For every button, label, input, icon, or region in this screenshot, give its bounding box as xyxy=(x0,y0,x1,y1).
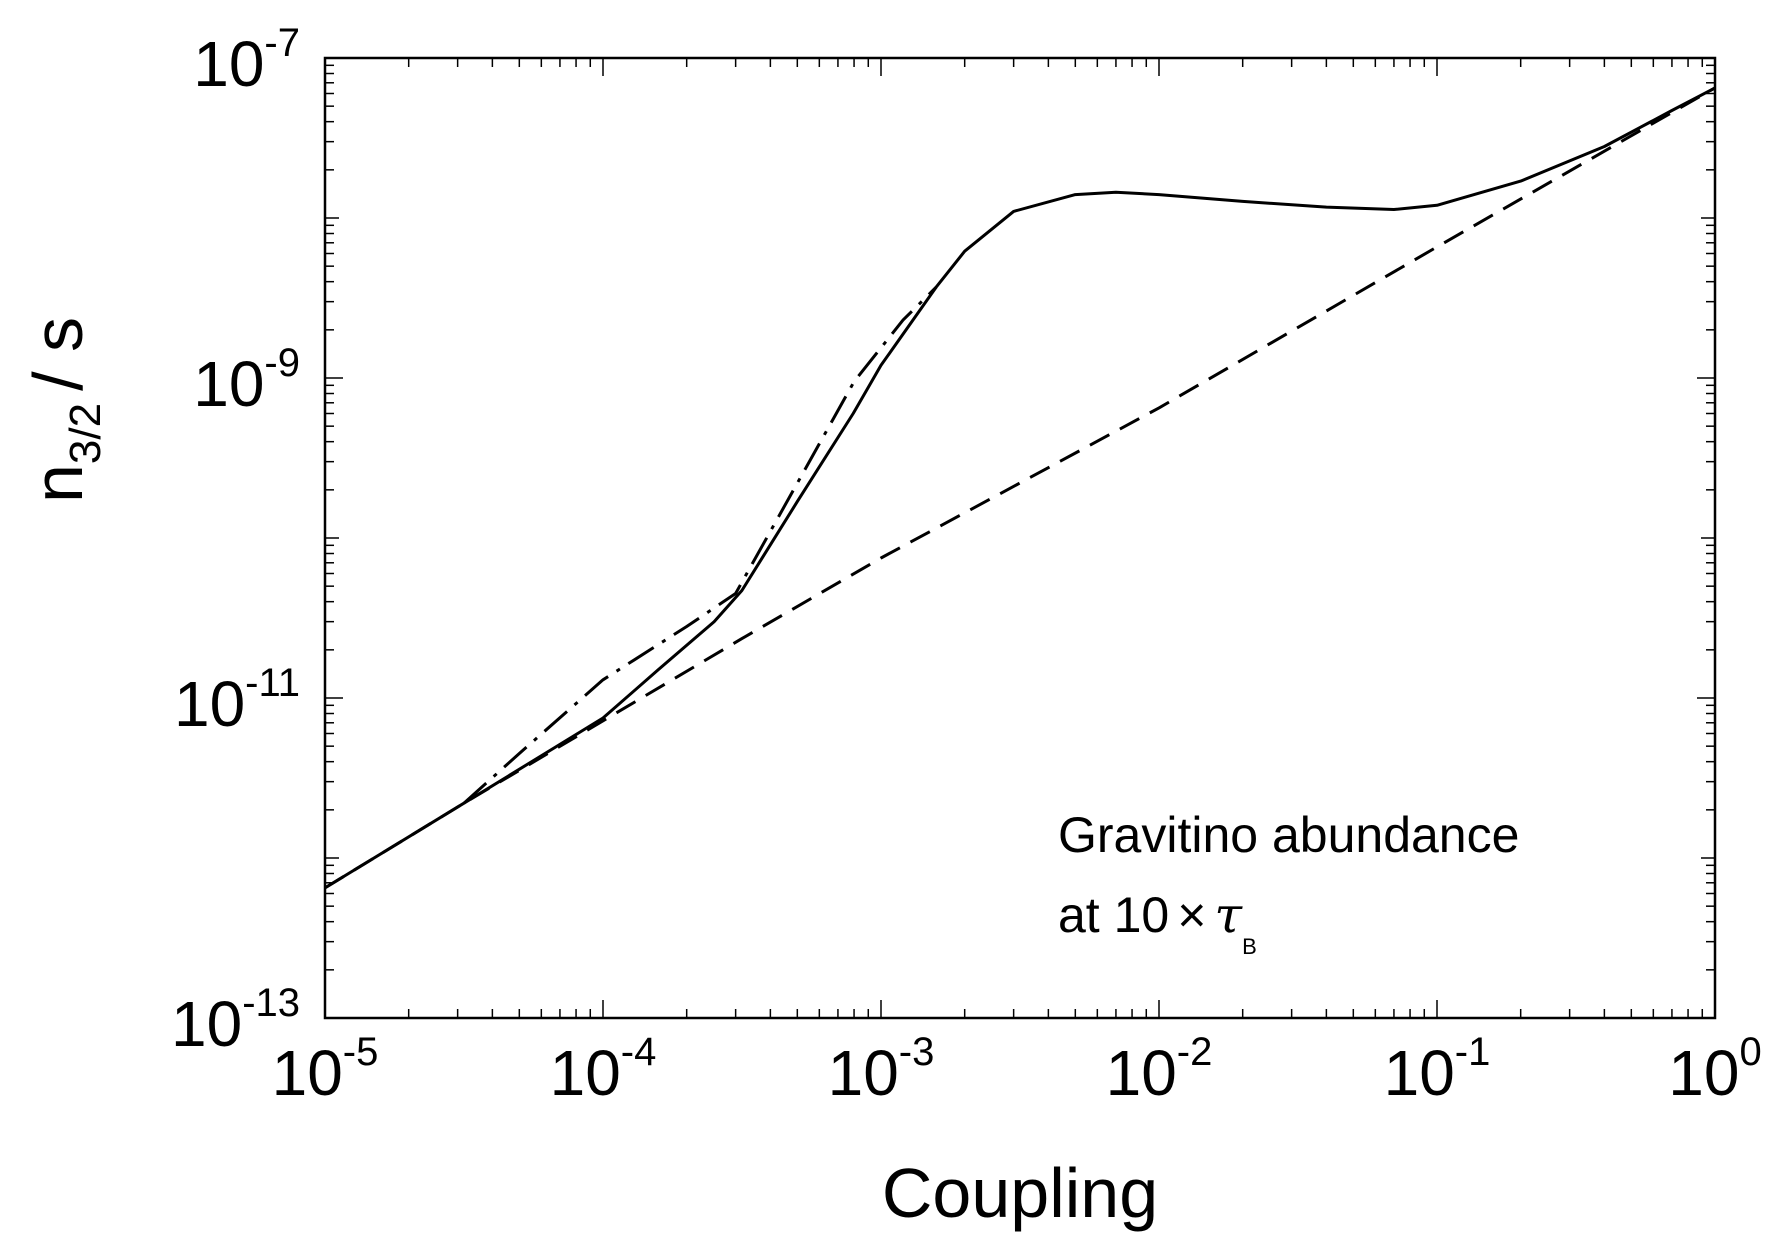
annotation-prefix: at 10 xyxy=(1058,887,1169,943)
x-tick-label: 100 xyxy=(1668,1030,1761,1109)
series-group xyxy=(324,86,1716,890)
x-tick-label: 10-1 xyxy=(1384,1030,1491,1109)
tau-subscript: B xyxy=(1242,934,1257,959)
series-line-dash-dot xyxy=(462,286,938,805)
y-axis-title: n3/2 / s xyxy=(19,317,110,503)
times-symbol: × xyxy=(1177,887,1206,943)
x-axis-title: Coupling xyxy=(882,1154,1158,1232)
y-tick-label: 10-9 xyxy=(193,341,300,420)
x-tick-label: 10-5 xyxy=(272,1030,379,1109)
y-axis-title-main: n xyxy=(19,464,97,503)
annotation-line-1: Gravitino abundance xyxy=(1058,807,1519,863)
x-tick-labels: 10-5 10-4 10-3 10-2 10-1 100 xyxy=(272,1030,1762,1109)
tau-symbol: τ xyxy=(1214,886,1243,944)
plot-frame xyxy=(323,56,1717,1020)
tick-marks xyxy=(324,58,1715,1019)
x-tick-label: 10-2 xyxy=(1106,1030,1213,1109)
y-tick-labels: 10-13 10-11 10-9 10-7 xyxy=(171,21,300,1060)
x-tick-label: 10-3 xyxy=(828,1030,935,1109)
y-tick-label: 10-11 xyxy=(174,661,300,740)
series-line-dashed xyxy=(324,86,1716,890)
annotation: Gravitino abundance at 10 × τB xyxy=(1058,807,1519,959)
series-line-solid xyxy=(324,86,1716,890)
y-tick-label: 10-13 xyxy=(171,981,300,1060)
x-tick-label: 10-4 xyxy=(550,1030,657,1109)
y-tick-label: 10-7 xyxy=(193,21,300,100)
y-axis-title-rest: / s xyxy=(19,317,97,391)
annotation-line-2: at 10 × τB xyxy=(1058,886,1257,959)
y-axis-title-sub: 3/2 xyxy=(61,403,110,464)
